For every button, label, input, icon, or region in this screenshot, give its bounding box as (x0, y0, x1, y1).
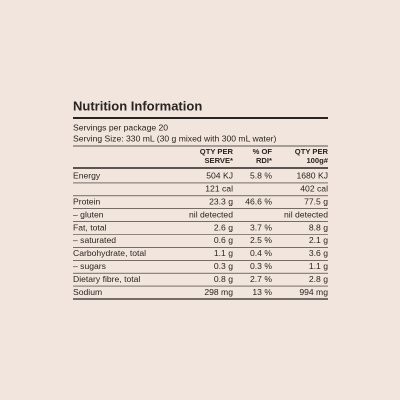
nutrient-value: 402 cal (300, 184, 328, 194)
nutrient-value: 77.5 g (304, 197, 328, 207)
nutrient-value: 2.8 g (309, 274, 328, 284)
nutrient-value: 13 % (252, 287, 272, 297)
column-header: % OF (253, 147, 273, 156)
column-header: SERVE* (204, 156, 233, 165)
nutrient-value: 1680 KJ (296, 171, 328, 181)
nutrient-name: Carbohydrate, total (73, 248, 146, 258)
nutrient-value: nil detected (284, 209, 328, 219)
nutrient-value: 0.3 % (250, 261, 272, 271)
nutrient-value: 2.1 g (309, 235, 328, 245)
nutrient-name: Protein (73, 197, 100, 207)
nutrient-value: 0.8 g (214, 274, 233, 284)
column-header: 100g# (306, 156, 328, 165)
nutrient-value: 121 cal (205, 184, 233, 194)
nutrient-name: Fat, total (73, 222, 107, 232)
nutrient-value: nil detected (189, 209, 233, 219)
nutrient-value: 2.6 g (214, 222, 233, 232)
nutrient-name: – gluten (73, 209, 104, 219)
nutrient-name: Dietary fibre, total (73, 274, 140, 284)
panel-title: Nutrition Information (73, 98, 202, 113)
nutrient-name: – sugars (73, 261, 106, 271)
nutrient-value: 298 mg (204, 287, 233, 297)
nutrient-value: 2.5 % (250, 235, 272, 245)
nutrient-value: 994 mg (299, 287, 328, 297)
nutrient-value: 3.6 g (309, 248, 328, 258)
nutrient-name: Sodium (73, 287, 102, 297)
nutrient-value: 3.7 % (250, 222, 272, 232)
servings-line: Serving Size: 330 mL (30 g mixed with 30… (73, 133, 276, 143)
servings-line: Servings per package 20 (73, 122, 168, 132)
nutrient-value: 1.1 g (214, 248, 233, 258)
nutrient-value: 0.3 g (214, 261, 233, 271)
nutrient-name: Energy (73, 171, 101, 181)
nutrient-value: 23.3 g (209, 197, 233, 207)
nutrient-value: 46.6 % (245, 197, 272, 207)
nutrient-value: 8.8 g (309, 222, 328, 232)
column-header: RDI* (256, 156, 272, 165)
nutrient-value: 504 KJ (206, 171, 233, 181)
column-header: QTY PER (295, 147, 329, 156)
column-header: QTY PER (200, 147, 234, 156)
nutrient-value: 5.8 % (250, 171, 272, 181)
nutrient-value: 2.7 % (250, 274, 272, 284)
nutrient-value: 0.4 % (250, 248, 272, 258)
nutrient-value: 0.6 g (214, 235, 233, 245)
nutrient-value: 1.1 g (309, 261, 328, 271)
nutrient-name: – saturated (73, 235, 116, 245)
